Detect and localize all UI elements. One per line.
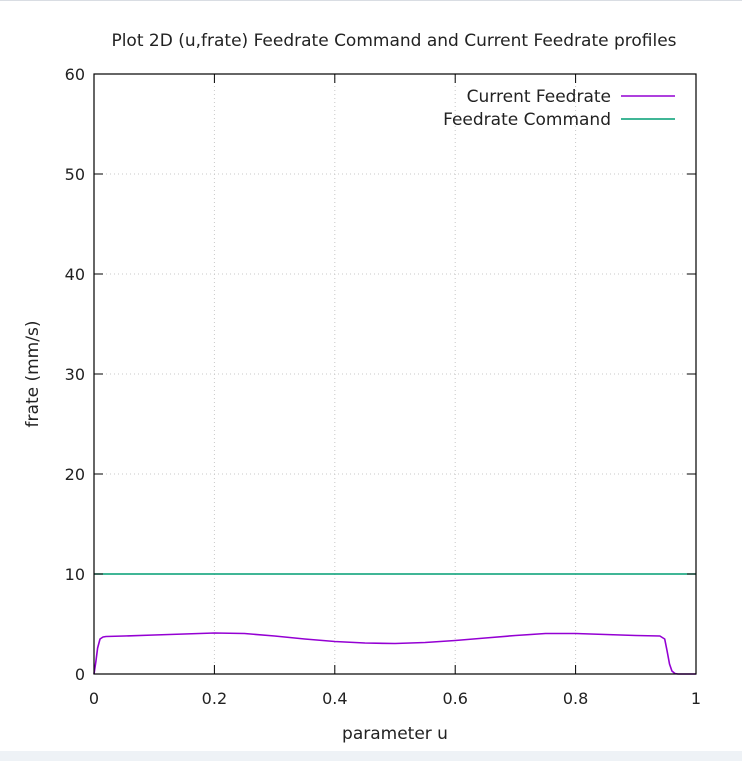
y-tick-label: 20 (65, 465, 85, 484)
x-tick-label: 0.6 (442, 689, 467, 708)
x-axis-label: parameter u (342, 724, 448, 744)
y-tick-label: 0 (75, 665, 85, 684)
x-tick-label: 0.8 (563, 689, 588, 708)
x-tick-label: 0.2 (202, 689, 227, 708)
series-layer (93, 573, 696, 675)
grid-lines (94, 74, 696, 674)
x-tick-label: 1 (691, 689, 701, 708)
y-tick-label: 40 (65, 265, 85, 284)
y-tick-label: 60 (65, 65, 85, 84)
y-tick-label: 30 (65, 365, 85, 384)
y-tick-label: 10 (65, 565, 85, 584)
x-tick-label: 0.4 (322, 689, 347, 708)
legend-label: Feedrate Command (443, 110, 611, 130)
bottom-strip (0, 751, 742, 761)
legend: Current Feedrate Feedrate Command (443, 87, 675, 130)
chart-title: Plot 2D (u,frate) Feedrate Command and C… (111, 31, 676, 51)
current-feedrate-line (93, 632, 696, 675)
y-axis-label: frate (mm/s) (23, 321, 43, 428)
legend-label: Current Feedrate (467, 87, 611, 107)
y-tick-label: 50 (65, 165, 85, 184)
x-tick-label: 0 (89, 689, 99, 708)
